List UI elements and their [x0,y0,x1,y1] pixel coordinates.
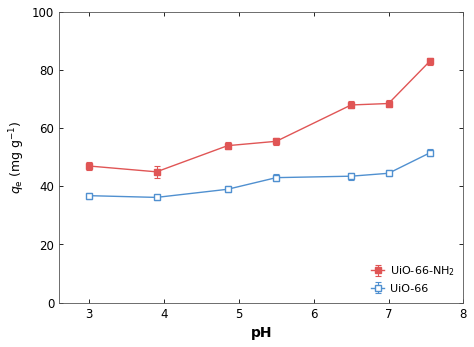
Legend: UiO-66-NH$_2$, UiO-66: UiO-66-NH$_2$, UiO-66 [367,261,458,297]
Y-axis label: $q_{\mathrm{e}}$ (mg g$^{-1}$): $q_{\mathrm{e}}$ (mg g$^{-1}$) [7,120,27,194]
X-axis label: pH: pH [251,326,272,340]
